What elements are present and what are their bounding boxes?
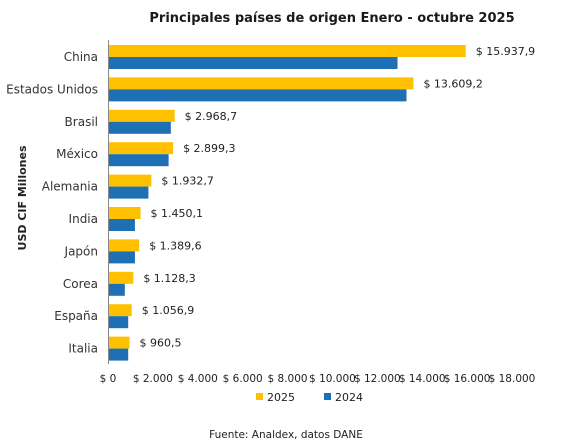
bar-2024 bbox=[108, 251, 135, 264]
data-label: $ 13.609,2 bbox=[423, 77, 482, 90]
x-tick-label: $ 18.000 bbox=[489, 373, 536, 385]
source-note: Fuente: Analdex, datos DANE bbox=[209, 429, 363, 441]
data-label: $ 2.968,7 bbox=[185, 110, 237, 123]
x-tick-label: $ 10.000 bbox=[309, 373, 356, 385]
x-axis: $ 0 $ 2.000 $ 4.000 $ 6.000 $ 8.000 $ 10.000$… bbox=[100, 373, 536, 385]
plot-area: China $ 15.937,9 Estados Unidos $ 13.609,2 B… bbox=[6, 40, 535, 364]
bar-2025 bbox=[108, 207, 141, 219]
x-tick-label: $ 16.000 bbox=[444, 373, 491, 385]
bar-2025 bbox=[108, 174, 152, 187]
bar-2025 bbox=[108, 109, 175, 122]
legend-swatch bbox=[256, 393, 263, 400]
bar-2025 bbox=[108, 304, 132, 317]
category-label: España bbox=[54, 309, 98, 323]
bar-2024 bbox=[108, 219, 135, 231]
category-label: Alemania bbox=[42, 180, 98, 194]
bar-2024 bbox=[108, 121, 171, 134]
bar-2024 bbox=[108, 348, 129, 361]
bar-2025 bbox=[108, 45, 466, 57]
legend: 2025 2024 bbox=[256, 391, 363, 404]
bar-2024 bbox=[108, 186, 149, 199]
category-label: Estados Unidos bbox=[6, 82, 98, 96]
x-tick-label: $ 6.000 bbox=[223, 373, 263, 385]
x-tick-label: $ 14.000 bbox=[399, 373, 446, 385]
legend-label: 2024 bbox=[335, 391, 363, 404]
x-tick-label: $ 8.000 bbox=[268, 373, 308, 385]
bar-2025 bbox=[108, 239, 140, 252]
data-label: $ 1.450,1 bbox=[151, 207, 203, 220]
data-label: $ 1.389,6 bbox=[149, 239, 201, 252]
bar-2025 bbox=[108, 271, 134, 284]
legend-label: 2025 bbox=[267, 391, 295, 404]
data-label: $ 1.128,3 bbox=[143, 272, 195, 285]
category-label: Corea bbox=[63, 277, 98, 291]
bar-2024 bbox=[108, 57, 398, 69]
data-label: $ 1.932,7 bbox=[161, 175, 213, 188]
category-label: China bbox=[64, 50, 98, 64]
x-tick-label: $ 12.000 bbox=[354, 373, 401, 385]
bar-2025 bbox=[108, 336, 130, 349]
bar-2024 bbox=[108, 89, 407, 102]
bar-2024 bbox=[108, 316, 129, 329]
data-label: $ 15.937,9 bbox=[476, 45, 535, 58]
category-label: México bbox=[56, 147, 98, 161]
x-tick-label: $ 0 bbox=[100, 373, 117, 385]
bar-2025 bbox=[108, 77, 414, 90]
legend-swatch bbox=[324, 393, 331, 400]
category-label: India bbox=[69, 212, 98, 226]
data-label: $ 1.056,9 bbox=[142, 304, 194, 317]
bar-2025 bbox=[108, 142, 174, 155]
chart-title: Principales países de origen Enero - oct… bbox=[149, 11, 514, 26]
x-tick-label: $ 2.000 bbox=[133, 373, 173, 385]
category-label: Italia bbox=[68, 342, 98, 356]
data-label: $ 960,5 bbox=[140, 337, 182, 350]
category-label: Japón bbox=[64, 244, 98, 258]
bar-2024 bbox=[108, 283, 125, 296]
x-tick-label: $ 4.000 bbox=[178, 373, 218, 385]
y-axis-label: USD CIF Millones bbox=[16, 145, 29, 250]
bar-2024 bbox=[108, 154, 169, 167]
data-label: $ 2.899,3 bbox=[183, 142, 235, 155]
category-label: Brasil bbox=[65, 115, 98, 129]
